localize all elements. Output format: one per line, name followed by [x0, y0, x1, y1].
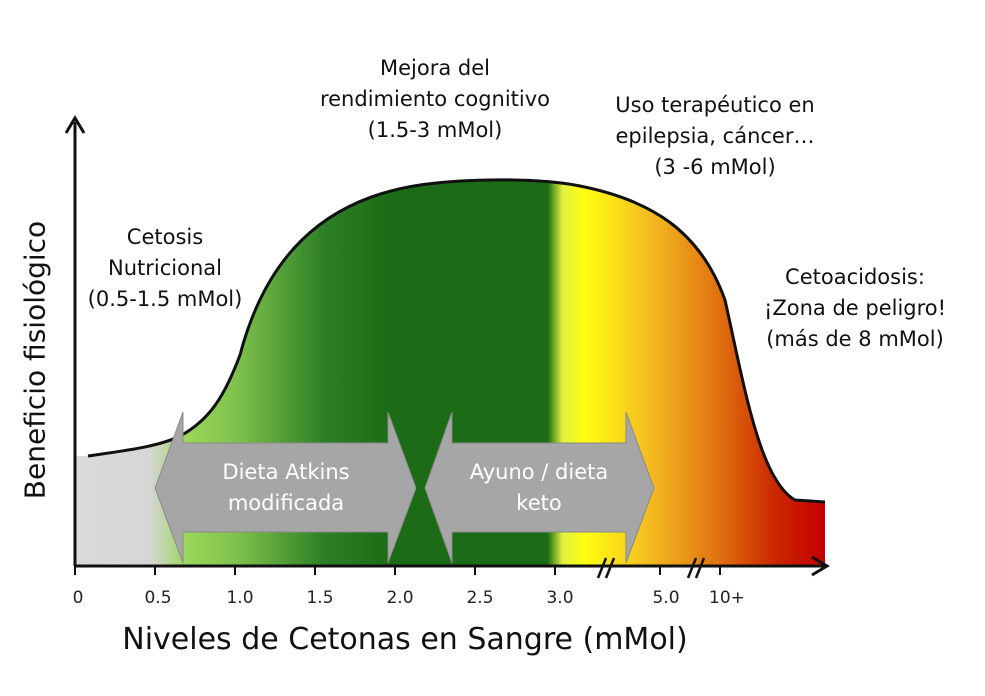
zone-label-line: (0.5-1.5 mMol): [87, 287, 243, 311]
zone-label-ketoacidosis: Cetoacidosis: ¡Zona de peligro! (más de …: [764, 262, 946, 355]
y-axis-label: Beneficio fisiológico: [18, 220, 52, 500]
x-tick-label: 1.5: [306, 588, 334, 608]
arrow-label-keto: Ayuno / dieta keto: [470, 457, 608, 519]
zone-label-line: Cetosis: [126, 225, 204, 249]
zone-label-therapeutic: Uso terapéutico en epilepsia, cáncer… (3…: [615, 90, 814, 183]
zone-label-line: Mejora del: [380, 56, 490, 80]
zone-label-nutritional-ketosis: Cetosis Nutricional (0.5-1.5 mMol): [88, 222, 243, 315]
axis-break-2: [686, 557, 706, 579]
arrow-label-line: Ayuno / dieta: [469, 460, 609, 484]
zone-label-line: rendimiento cognitivo: [319, 87, 551, 111]
zone-label-line: epilepsia, cáncer…: [615, 124, 815, 148]
arrow-label-atkins: Dieta Atkins modificada: [222, 457, 349, 519]
x-tick-label: 0.5: [144, 588, 172, 608]
x-tick-label: 2.5: [466, 588, 494, 608]
x-tick-label: 10+: [709, 588, 745, 608]
arrow-label-line: Dieta Atkins: [222, 460, 350, 484]
x-tick-label: 5.0: [652, 588, 680, 608]
x-tick-label: 0: [72, 588, 84, 608]
x-tick-label: 1.0: [226, 588, 254, 608]
x-tick-label: 3.0: [546, 588, 574, 608]
zone-label-line: Cetoacidosis:: [785, 265, 925, 289]
arrow-keto: [424, 411, 655, 564]
zone-label-line: (1.5-3 mMol): [367, 118, 503, 142]
zone-label-line: (más de 8 mMol): [766, 327, 944, 351]
zone-label-line: Uso terapéutico en: [615, 93, 815, 117]
zone-label-line: Nutricional: [108, 256, 222, 280]
benefit-curve-line: [87, 178, 826, 504]
x-axis-arrowhead: [811, 555, 830, 577]
arrow-atkins: [154, 411, 417, 564]
zone-label-line: (3 -6 mMol): [654, 155, 776, 179]
x-axis-label: Niveles de Cetonas en Sangre (mMol): [122, 622, 688, 657]
zone-label-line: ¡Zona de peligro!: [763, 296, 947, 320]
y-axis-arrowhead: [64, 115, 86, 134]
x-axis-tick-marks: [74, 566, 721, 575]
arrow-label-line: modificada: [227, 491, 345, 515]
axis-break-1: [596, 557, 616, 579]
arrow-label-line: keto: [516, 491, 562, 515]
zone-label-cognitive: Mejora del rendimiento cognitivo (1.5-3 …: [320, 53, 550, 146]
x-tick-label: 2.0: [386, 588, 414, 608]
